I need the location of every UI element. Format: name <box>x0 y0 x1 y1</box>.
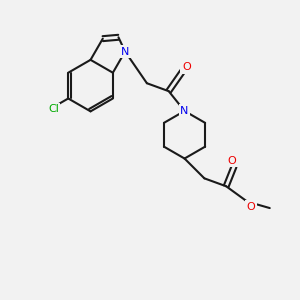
Text: N: N <box>180 106 189 116</box>
Text: O: O <box>247 202 255 212</box>
Text: O: O <box>182 62 191 72</box>
Text: Cl: Cl <box>48 104 59 114</box>
Text: N: N <box>121 46 129 56</box>
Text: O: O <box>228 155 236 166</box>
